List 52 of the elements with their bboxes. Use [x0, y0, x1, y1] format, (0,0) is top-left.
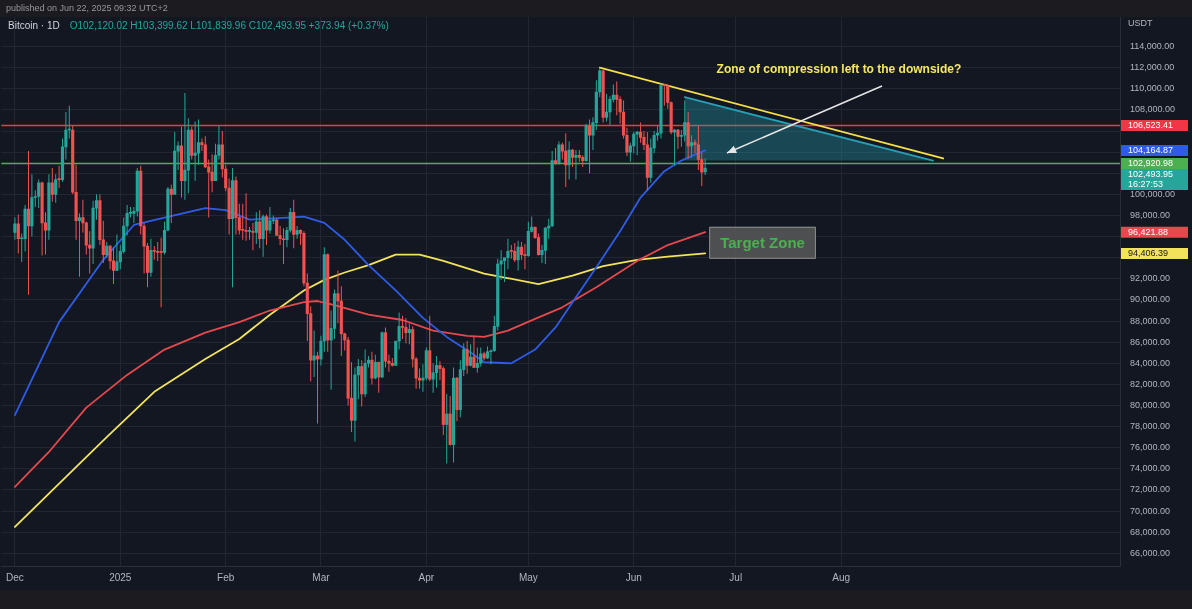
- candlestick: [557, 141, 561, 165]
- y-tick-label: 86,000.00: [1130, 336, 1171, 347]
- annotation: Target Zone: [720, 233, 805, 251]
- text: 102,493.95: [1128, 169, 1174, 180]
- x-tick-label: Apr: [418, 571, 435, 583]
- annotation: Zone of compression left to the downside?: [716, 62, 962, 77]
- x-tick-label: Mar: [312, 571, 331, 583]
- text: 16:27:53: [1128, 179, 1164, 190]
- y-axis-title: USDT: [1128, 18, 1153, 29]
- chart-subtitle: O102,120.02 H103,399.62 L101,839.96 C102,493.95 +373.94 (+0.37%): [69, 19, 389, 31]
- candlestick: [659, 83, 663, 139]
- x-tick-label: 2025: [109, 571, 132, 583]
- y-tick-label: 84,000.00: [1130, 357, 1171, 368]
- y-tick-label: 80,000.00: [1130, 400, 1171, 411]
- x-tick-label: Feb: [217, 571, 235, 583]
- candlestick: [370, 351, 374, 385]
- y-tick-label: 66,000.00: [1130, 547, 1171, 558]
- y-tick-label: 74,000.00: [1130, 463, 1171, 474]
- candlestick: [662, 84, 666, 106]
- y-tick-label: 112,000.00: [1130, 62, 1175, 73]
- y-tick-label: 114,000.00: [1130, 41, 1175, 52]
- candlestick: [523, 243, 527, 270]
- candlestick: [394, 340, 398, 366]
- candlestick: [404, 317, 408, 344]
- text: published on Jun 22, 2025 09:32 UTC+2: [6, 2, 168, 13]
- candlestick: [455, 377, 459, 422]
- y-tick-label: 68,000.00: [1130, 526, 1171, 537]
- candlestick: [574, 150, 578, 180]
- x-tick-label: Jul: [729, 571, 743, 583]
- x-tick-label: Dec: [5, 571, 24, 583]
- y-tick-label: 70,000.00: [1130, 505, 1171, 516]
- y-tick-label: 76,000.00: [1130, 442, 1171, 453]
- y-tick-label: 78,000.00: [1130, 421, 1171, 432]
- y-tick-label: 98,000.00: [1130, 209, 1171, 220]
- candlestick: [506, 238, 510, 270]
- chart-title: Bitcoin · 1D: [8, 19, 60, 31]
- y-tick-label: 100,000.00: [1130, 188, 1176, 199]
- text: 94,406.39: [1128, 247, 1169, 258]
- y-tick-label: 88,000.00: [1130, 315, 1171, 326]
- y-tick-label: 90,000.00: [1130, 294, 1171, 305]
- y-tick-label: 108,000.00: [1130, 104, 1176, 115]
- x-tick-label: May: [518, 571, 538, 583]
- ref-line-label: 102,920.98: [1128, 158, 1174, 169]
- y-tick-label: 110,000.00: [1130, 83, 1175, 94]
- ref-line-label: 106,523.41: [1128, 119, 1174, 130]
- x-tick-label: Jun: [625, 571, 642, 583]
- y-tick-label: 72,000.00: [1130, 484, 1171, 495]
- text: 104,164.87: [1128, 144, 1174, 155]
- text: 96,421.88: [1128, 226, 1169, 237]
- y-tick-label: 92,000.00: [1130, 273, 1171, 284]
- x-tick-label: Aug: [832, 571, 851, 583]
- y-tick-label: 82,000.00: [1130, 378, 1171, 389]
